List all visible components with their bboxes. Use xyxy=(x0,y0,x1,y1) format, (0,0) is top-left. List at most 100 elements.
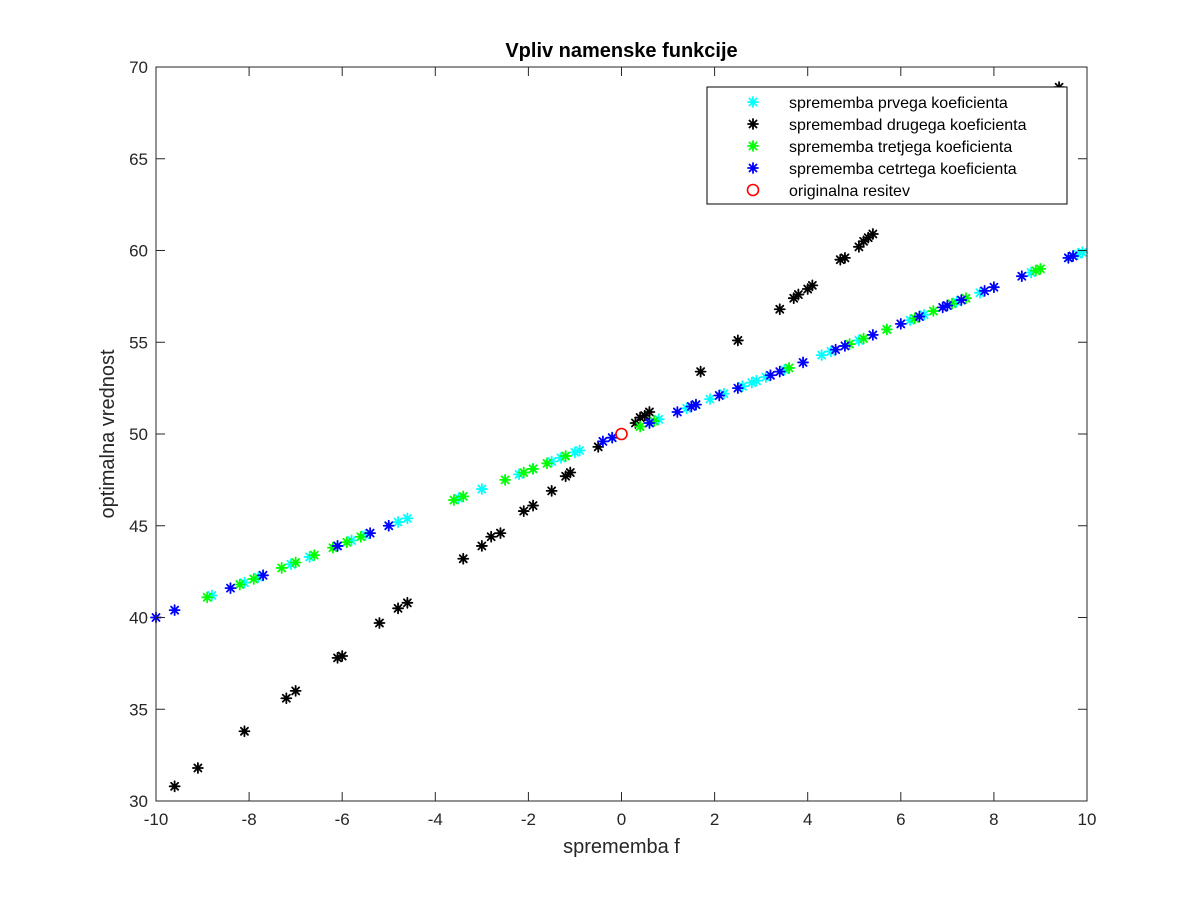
data-point xyxy=(168,604,181,617)
y-tick-label: 40 xyxy=(129,609,148,628)
data-point xyxy=(326,541,339,554)
data-point xyxy=(527,462,539,475)
data-point xyxy=(205,589,218,602)
x-tick-label: -10 xyxy=(144,810,169,829)
data-point xyxy=(485,530,498,543)
data-point xyxy=(801,283,814,295)
data-point xyxy=(331,651,344,664)
legend-label: sprememba cetrtega koeficienta xyxy=(789,161,1017,178)
x-axis-label: sprememba f xyxy=(563,836,680,858)
data-point xyxy=(773,303,786,316)
x-tick-label: 6 xyxy=(896,810,905,829)
data-point xyxy=(252,571,265,584)
data-point xyxy=(345,534,358,547)
points-layer xyxy=(150,81,1089,793)
plot-frame xyxy=(155,66,1088,802)
data-point xyxy=(238,576,251,589)
ticks-layer: -10 -8 -6 -4 -2 0 2 4 6 8 10 30 35 40 45 50 55 60 65 70 xyxy=(129,58,1096,829)
data-point xyxy=(1076,246,1089,259)
data-point xyxy=(275,562,288,574)
y-tick-label: 70 xyxy=(129,58,148,77)
data-point xyxy=(224,582,237,595)
data-point xyxy=(718,387,730,400)
data-point xyxy=(894,318,907,330)
data-point xyxy=(475,483,488,495)
data-point xyxy=(773,365,786,378)
data-point xyxy=(555,451,567,464)
data-point xyxy=(652,413,665,426)
data-point xyxy=(191,762,204,774)
data-point xyxy=(1025,266,1038,279)
data-point xyxy=(694,365,707,378)
legend-marker xyxy=(747,140,759,152)
data-point xyxy=(643,406,656,418)
data-point xyxy=(759,371,772,384)
data-point xyxy=(815,349,828,361)
data-point xyxy=(680,402,693,415)
series-2 xyxy=(168,81,1065,793)
data-point xyxy=(289,685,302,697)
data-point xyxy=(857,332,870,345)
data-point xyxy=(392,602,404,615)
x-tick-label: -4 xyxy=(428,810,443,829)
data-point xyxy=(569,446,581,459)
legend-box xyxy=(706,86,1068,205)
data-point xyxy=(1062,251,1075,264)
data-point xyxy=(373,617,386,629)
data-point xyxy=(1015,270,1028,283)
y-tick-label: 35 xyxy=(129,700,148,719)
data-point xyxy=(690,398,702,411)
x-tick-label: -2 xyxy=(521,810,536,829)
data-point xyxy=(988,281,1000,294)
data-point xyxy=(857,235,870,248)
data-point xyxy=(257,569,269,582)
data-point xyxy=(946,297,958,310)
data-point xyxy=(978,284,991,297)
data-point xyxy=(201,591,214,604)
data-point xyxy=(1071,248,1084,261)
data-point xyxy=(382,519,395,532)
x-tick-label: 0 xyxy=(617,810,626,829)
data-point xyxy=(303,551,316,563)
data-point xyxy=(853,240,865,253)
data-point xyxy=(559,470,572,483)
data-point xyxy=(825,345,837,358)
data-point xyxy=(527,499,539,512)
data-point xyxy=(401,512,414,525)
data-point xyxy=(880,323,893,336)
data-point xyxy=(787,292,800,305)
data-point xyxy=(573,444,586,457)
legend: sprememba prvega koeficienta spremembad d… xyxy=(706,86,1068,205)
data-point xyxy=(862,231,875,244)
data-point xyxy=(233,578,246,591)
data-point xyxy=(834,253,847,266)
legend-marker xyxy=(746,183,760,197)
data-point xyxy=(564,466,577,479)
data-point xyxy=(475,540,488,552)
data-point xyxy=(736,380,749,393)
legend-label: sprememba prvega koeficienta xyxy=(789,95,1008,112)
data-point xyxy=(731,334,744,347)
data-point xyxy=(629,417,642,429)
data-point xyxy=(289,556,302,569)
data-point xyxy=(452,492,465,505)
series-4 xyxy=(150,250,1079,624)
data-point xyxy=(541,457,553,470)
data-point xyxy=(950,295,963,308)
data-point xyxy=(494,527,507,539)
data-point xyxy=(927,305,940,317)
data-point xyxy=(936,301,949,314)
data-point xyxy=(457,490,470,503)
data-point xyxy=(545,484,558,497)
data-point xyxy=(648,415,660,428)
data-point xyxy=(401,596,414,609)
data-point xyxy=(340,536,353,549)
y-tick-label: 65 xyxy=(129,150,148,169)
legend-label: sprememba tretjega koeficienta xyxy=(789,139,1012,156)
x-tick-label: 4 xyxy=(803,810,812,829)
data-point xyxy=(634,411,647,424)
x-tick-label: -8 xyxy=(242,810,257,829)
x-tick-label: -6 xyxy=(335,810,350,829)
data-point xyxy=(764,369,777,382)
data-point xyxy=(448,494,460,506)
